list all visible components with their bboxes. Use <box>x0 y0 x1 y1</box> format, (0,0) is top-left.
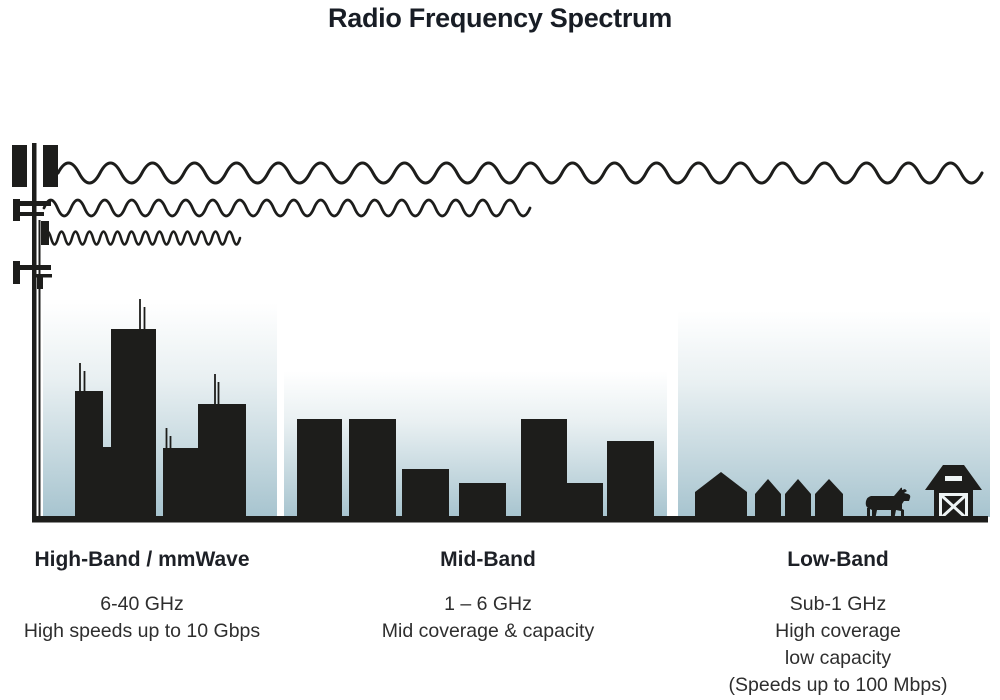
band-detail-line: Mid coverage & capacity <box>381 620 595 642</box>
band-details: Sub-1 GHz High coverage low capacity (Sp… <box>705 591 971 699</box>
ground-line <box>32 516 988 523</box>
band-details: 6-40 GHz High speeds up to 10 Gbps <box>10 591 274 645</box>
rural-scene-icon <box>695 465 982 520</box>
band-detail-line: 6-40 GHz <box>100 593 184 615</box>
band-detail-line: 1 – 6 GHz <box>444 593 532 615</box>
band-name: Mid-Band <box>440 548 536 571</box>
band-details: 1 – 6 GHz Mid coverage & capacity <box>360 591 616 645</box>
suburb-skyline-icon <box>297 419 654 517</box>
cell-tower-icon <box>12 143 58 520</box>
tower-mast <box>32 143 37 520</box>
band-label-mid: Mid-Band 1 – 6 GHz Mid coverage & capaci… <box>360 548 616 645</box>
house-icon <box>815 479 843 517</box>
house-icon <box>755 479 781 517</box>
band-name: Low-Band <box>787 548 889 571</box>
medium-wave-icon <box>42 198 532 218</box>
band-detail-line: High coverage <box>775 620 901 642</box>
band-label-high: High-Band / mmWave 6-40 GHz High speeds … <box>10 548 274 645</box>
barn-icon <box>925 465 982 520</box>
short-wave-icon <box>42 230 242 246</box>
band-name: High-Band / mmWave <box>34 548 250 571</box>
long-wave-icon <box>56 161 984 185</box>
rooftop-antennas <box>79 299 220 449</box>
band-detail-line: High speeds up to 10 Gbps <box>23 620 261 642</box>
page-title: Radio Frequency Spectrum <box>328 3 672 33</box>
band-detail-line: (Speeds up to 100 Mbps) <box>728 674 948 696</box>
tower-top-panel <box>12 145 27 187</box>
band-label-low: Low-Band Sub-1 GHz High coverage low cap… <box>705 548 971 699</box>
cow-icon <box>865 487 911 520</box>
house-icon <box>785 479 811 517</box>
radio-waves <box>42 161 984 246</box>
band-detail-line: low capacity <box>784 647 892 669</box>
city-skyline-icon <box>75 299 246 517</box>
house-icon <box>695 472 747 517</box>
band-detail-line: Sub-1 GHz <box>789 593 887 615</box>
tower-top-panel <box>43 145 58 187</box>
